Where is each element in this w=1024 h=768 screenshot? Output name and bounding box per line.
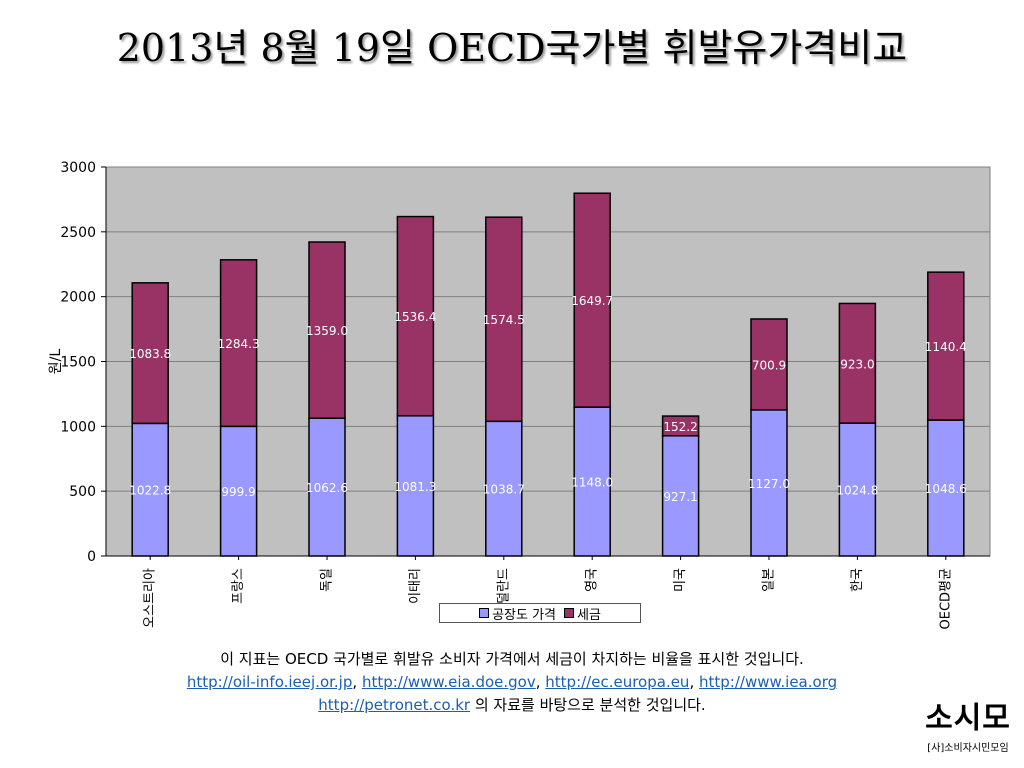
caption-tail: 의 자료를 바탕으로 분석한 것입니다. [474, 696, 706, 714]
bar-tax [219, 259, 258, 428]
caption-description: 이 지표는 OECD 국가별로 휘발유 소비자 가격에서 세금이 차지하는 비율… [220, 650, 804, 668]
y-tick-label: 3000 [60, 160, 96, 176]
logo-org-name: [사]소비자시민모임 [927, 743, 1009, 754]
x-tick-label: OECD평균 [938, 568, 953, 629]
page-title: 2013년 8월 19일 OECD국가별 휘발유가격비교 [116, 26, 908, 70]
stacked-bar-chart: 0 500 1000 1500 2000 2500 3000 원/L 1022.8 1083.8 오… [48, 160, 991, 629]
data-label-tax: 1359.0 [306, 324, 348, 338]
data-label-tax: 923.0 [840, 357, 874, 371]
data-label-factory-price: 927.1 [663, 490, 697, 504]
bar-factory-price [219, 425, 258, 557]
data-label-tax: 1083.8 [129, 347, 171, 361]
legend-label-factory: 공장도 가격 [492, 607, 556, 623]
bar-tax [308, 241, 346, 419]
data-label-tax: 700.9 [752, 358, 786, 372]
legend-swatch-factory [479, 608, 490, 618]
data-label-factory-price: 1022.8 [129, 484, 171, 498]
data-label-factory-price: 1024.8 [836, 484, 878, 498]
data-label-tax: 1284.3 [218, 337, 260, 351]
legend-label-tax: 세금 [577, 607, 601, 623]
link-separator: , [689, 673, 695, 691]
bar-tax [927, 271, 965, 421]
bar-tax [485, 216, 523, 423]
data-label-tax: 152.2 [663, 420, 697, 434]
chart-caption: 이 지표는 OECD 국가별로 휘발유 소비자 가격에서 세금이 차지하는 비율… [60, 648, 964, 717]
link-iea[interactable]: http://www.iea.org [699, 673, 838, 691]
bar-tax [838, 302, 877, 424]
data-label-tax: 1536.4 [394, 310, 436, 324]
bar-tax [750, 318, 788, 411]
data-label-factory-price: 1148.0 [571, 476, 613, 490]
logo-mark-text: 소시모 [925, 701, 1011, 736]
bar-factory-price [485, 420, 523, 557]
caption-source-line: http://petronet.co.kr 의 자료를 바탕으로 분석한 것입니… [60, 694, 964, 717]
link-eia[interactable]: http://www.eia.doe.gov [361, 673, 536, 691]
bar-tax [573, 192, 611, 408]
legend-swatch-tax [564, 608, 574, 618]
data-label-factory-price: 999.9 [221, 485, 255, 499]
x-tick-label: 한국 [850, 568, 865, 592]
chart-legend: 공장도 가격 세금 [439, 603, 641, 623]
x-tick-label: 독일 [320, 568, 335, 592]
logo-mark: 소시모 [918, 700, 1018, 738]
x-tick-label: 오스트리아 [143, 568, 158, 628]
y-tick-label: 1500 [60, 355, 96, 371]
x-tick-label: 일본 [762, 568, 777, 592]
bar-tax [131, 282, 169, 425]
link-separator: , [352, 673, 358, 691]
x-tick-label: 이태리 [408, 568, 423, 604]
bar-tax [661, 415, 700, 437]
organization-logo: 소시모 [사]소비자시민모임 [918, 700, 1018, 764]
data-label-factory-price: 1048.6 [925, 482, 967, 496]
y-tick-label: 2000 [60, 290, 96, 306]
bar-factory-price [308, 417, 346, 557]
data-label-factory-price: 1081.3 [394, 480, 436, 494]
link-ec-europa[interactable]: http://ec.europa.eu [545, 673, 690, 691]
x-tick-label: 미국 [673, 568, 688, 592]
legend-item-tax: 세금 [564, 604, 601, 623]
y-tick-label: 1000 [60, 419, 96, 435]
x-tick-label: 프랑스 [231, 568, 246, 604]
data-label-factory-price: 1038.7 [483, 483, 525, 497]
y-tick-label: 500 [69, 484, 96, 500]
y-tick-label: 2500 [60, 225, 96, 241]
x-tick-label: 영국 [585, 568, 600, 592]
legend-item-factory: 공장도 가격 [479, 604, 556, 623]
data-label-tax: 1140.4 [925, 340, 967, 354]
data-label-factory-price: 1062.6 [306, 481, 348, 495]
caption-links-line: http://oil-info.ieej.or.jp, http://www.e… [60, 671, 964, 694]
data-label-factory-price: 1127.0 [748, 477, 790, 491]
link-oil-info[interactable]: http://oil-info.ieej.or.jp [186, 673, 353, 691]
bar-tax [396, 215, 435, 417]
data-label-tax: 1649.7 [571, 294, 613, 308]
y-axis-label: 원/L [48, 349, 64, 375]
link-petronet[interactable]: http://petronet.co.kr [318, 696, 471, 714]
link-separator: , [535, 673, 541, 691]
data-label-tax: 1574.5 [483, 313, 525, 327]
y-tick-label: 0 [87, 549, 96, 565]
